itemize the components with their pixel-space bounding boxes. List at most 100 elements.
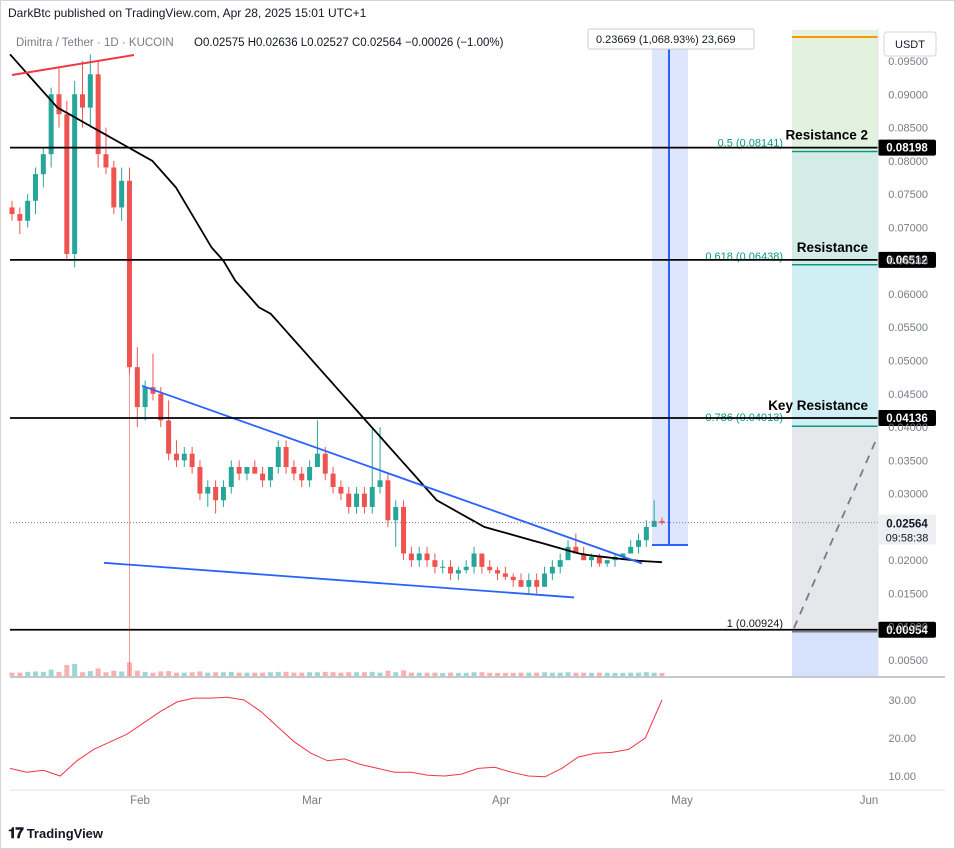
last-price-value: 0.02564: [886, 519, 928, 531]
candle-body: [142, 387, 148, 408]
candle-body: [25, 200, 31, 221]
volume-bar: [401, 670, 407, 676]
candle-body: [275, 447, 281, 467]
volume-bar: [408, 672, 414, 676]
wedge-upper-trendline: [141, 384, 643, 565]
candle-body: [236, 466, 242, 474]
candle-body: [659, 520, 665, 523]
candle-body: [424, 553, 430, 561]
candle-body: [495, 570, 501, 574]
price-tick-label: 0.07000: [888, 222, 928, 234]
volume-bar: [236, 672, 242, 676]
volume-bar: [267, 672, 273, 676]
price-tick-label: 0.06500: [888, 256, 928, 268]
candle-body: [197, 466, 203, 494]
candle-body: [565, 546, 571, 561]
moving-average-line: [9, 53, 663, 564]
candle-body: [244, 466, 250, 474]
fib-label: 0.618 (0.06438): [705, 251, 783, 263]
price-tick-label: 0.09000: [888, 89, 928, 101]
fib-label: 1 (0.00924): [727, 618, 783, 630]
volume-bar: [252, 672, 258, 676]
volume-bar: [604, 672, 610, 676]
candle-body: [377, 480, 383, 487]
volume-bar: [40, 671, 46, 676]
candle-body: [9, 207, 15, 215]
time-tick-label: Apr: [492, 795, 510, 807]
candle-body: [111, 167, 117, 208]
volume-bar: [103, 672, 109, 676]
fib-zones: 0.5 (0.08141)0.618 (0.06438)0.786 (0.040…: [652, 30, 878, 676]
candle-body: [87, 74, 93, 108]
ohlc-legend: O0.02575 H0.02636 L0.02527 C0.02564 −0.0…: [194, 37, 504, 49]
candle-body: [307, 466, 313, 481]
candle-body: [158, 393, 164, 421]
volume-bar: [48, 669, 54, 676]
brand-label: TradingView: [26, 825, 104, 841]
candle-body: [299, 473, 305, 481]
candle-body: [166, 420, 172, 454]
volume-bar: [534, 672, 540, 676]
price-tick-label: 0.04000: [888, 422, 928, 434]
volume-bar: [64, 665, 70, 676]
volume-bar: [9, 672, 15, 676]
measure-label: 0.23669 (1,068.93%) 23,669: [596, 34, 735, 46]
volume-bar: [322, 671, 328, 676]
volume-bar: [283, 671, 289, 676]
candle-body: [173, 453, 179, 461]
time-axis[interactable]: Feb Mar Apr May Jun: [10, 789, 945, 807]
wedge-lower-trendline: [103, 561, 575, 599]
symbol-legend: Dimitra / Tether · 1D · KUCOIN: [16, 37, 174, 49]
volume-bar: [393, 672, 399, 676]
price-tick-label: 0.00500: [888, 655, 928, 667]
rsi-tick-label: 10.00: [888, 771, 916, 783]
volume-bar: [314, 672, 320, 676]
volume-bar: [79, 672, 85, 676]
price-axis[interactable]: 0.08198 0.06512 0.04136 0.00954 0.09500 0.090…: [877, 28, 937, 676]
volume-bar: [643, 672, 649, 676]
candle-body: [620, 553, 626, 557]
currency-button[interactable]: [883, 31, 937, 57]
rsi-line: [9, 696, 663, 778]
volume-bar: [455, 672, 461, 676]
volume-bar: [495, 672, 501, 676]
candle-body: [283, 447, 289, 467]
volume-bar: [213, 672, 219, 676]
volume-bar: [275, 671, 281, 676]
volume-bar: [32, 671, 38, 676]
volume-bar: [299, 672, 305, 676]
candle-body: [526, 580, 532, 587]
candle-body: [487, 566, 493, 571]
price-level-value: 0.08198: [886, 143, 928, 155]
candle-body: [549, 566, 555, 574]
candle-body: [48, 94, 54, 155]
price-tick-label: 0.04500: [888, 389, 928, 401]
volume-bar: [142, 671, 148, 676]
volume-bar: [260, 672, 266, 676]
candle-body: [95, 74, 101, 155]
volume-bar: [173, 672, 179, 676]
candle-body: [72, 94, 78, 255]
fib-zone-0.786: [792, 426, 878, 632]
level-tag-label: Resistance 2: [785, 128, 868, 143]
volume-bar: [542, 672, 548, 676]
candle-body: [213, 486, 219, 501]
red-trendline: [11, 54, 135, 76]
measure-label-box: [587, 28, 755, 50]
volume-bar: [448, 672, 454, 676]
candle-body: [455, 570, 461, 574]
candle-body: [596, 556, 602, 564]
countdown-value: 09:58:38: [886, 533, 929, 545]
time-tick-label: Jun: [860, 795, 879, 807]
last-price-tag: [878, 514, 936, 545]
candle-body: [573, 546, 579, 554]
volume-bar: [228, 671, 234, 676]
volume-bar: [659, 672, 665, 676]
candle-body: [401, 506, 407, 554]
time-tick-label: May: [671, 795, 693, 807]
volume-bar: [166, 671, 172, 676]
candle-body: [79, 94, 85, 108]
volume-bar: [25, 671, 31, 676]
volume-bar: [17, 672, 23, 676]
